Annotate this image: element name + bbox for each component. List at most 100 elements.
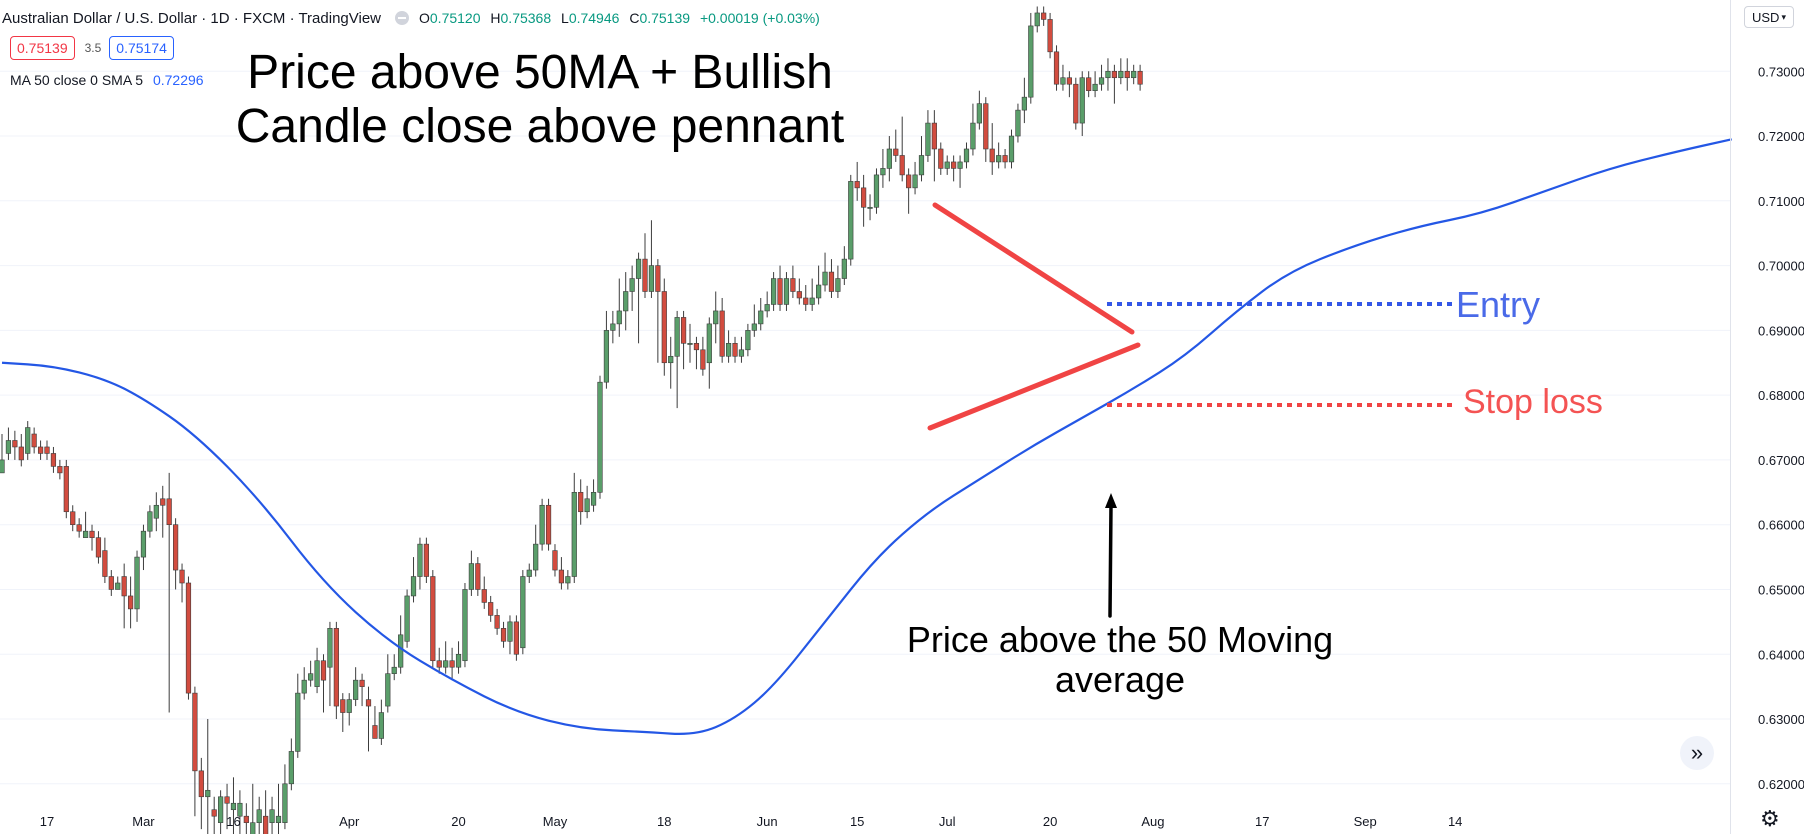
candle [1137, 64, 1143, 91]
candle [500, 621, 507, 648]
candle [417, 537, 423, 590]
candle [963, 142, 970, 169]
candle [488, 595, 494, 622]
symbol-title[interactable]: Australian Dollar / U.S. Dollar · 1D · F… [2, 9, 381, 27]
candle [790, 265, 796, 298]
candle [777, 265, 783, 311]
ma-note-line-1: Price above the 50 Moving [906, 619, 1334, 660]
candle [590, 479, 597, 512]
market-status-icon[interactable] [395, 11, 409, 25]
y-tick-label: 0.62000 [1758, 777, 1804, 792]
candle [185, 576, 192, 700]
candle [455, 641, 462, 674]
candle [250, 783, 256, 834]
candle [5, 427, 12, 460]
candle [173, 518, 179, 590]
candle [565, 570, 571, 590]
candle [758, 297, 764, 331]
buy-price-button[interactable]: 0.75174 [109, 36, 174, 60]
candle [70, 505, 76, 532]
candle [578, 479, 584, 525]
indicator-legend[interactable]: MA 50 close 0 SMA 5 0.72296 [10, 72, 204, 88]
candle [314, 647, 320, 694]
candle [481, 576, 487, 609]
x-tick-label: May [543, 814, 568, 829]
candle [1015, 103, 1021, 143]
gear-icon[interactable]: ⚙ [1760, 806, 1780, 831]
candle [1086, 71, 1092, 98]
spread-value: 3.5 [84, 41, 102, 55]
candle [783, 272, 790, 311]
candle [526, 563, 532, 583]
ohlc-close: 0.75139 [639, 10, 691, 26]
candle [951, 155, 957, 182]
candle [404, 589, 410, 648]
candle [899, 116, 905, 182]
chevron-down-icon: ▾ [1781, 11, 1786, 22]
candle [520, 570, 526, 655]
candle [134, 550, 140, 622]
x-tick-label: Jun [757, 814, 778, 829]
time-axis[interactable]: 17 Mar 16 Apr 20 May 18 Jun 15 Jul 20 Aug 17 Sep 14 [40, 814, 1463, 829]
candle [25, 421, 31, 460]
ohlc-change: +0.00019 (+0.03%) [699, 10, 820, 26]
ohlc-open: 0.75120 [429, 10, 481, 26]
candle [680, 310, 687, 370]
candle [282, 764, 288, 830]
candle [674, 310, 680, 409]
candle [192, 686, 198, 817]
price-axis[interactable]: 0.73000 0.72000 0.71000 0.70000 0.69000 0.680… [1758, 64, 1804, 792]
candle [410, 557, 417, 603]
candle [320, 654, 327, 713]
candle [1105, 58, 1111, 91]
candle [89, 524, 95, 551]
candle [18, 434, 24, 467]
candle [462, 582, 468, 668]
candle [327, 621, 333, 707]
title-annotation: Price above 50MA + Bullish Candle close … [190, 46, 890, 154]
candle [494, 608, 500, 635]
candle [1111, 64, 1117, 104]
candle [147, 505, 153, 538]
sell-price-button[interactable]: 0.75139 [10, 36, 75, 60]
candle [603, 310, 610, 389]
candle [12, 430, 18, 460]
pennant-drawing [927, 202, 1141, 431]
candle [539, 498, 545, 551]
candle [115, 576, 121, 590]
candle [745, 323, 751, 357]
x-tick-label: 17 [40, 814, 54, 829]
candle [1124, 58, 1130, 91]
candle [166, 472, 172, 713]
symbol-header: Australian Dollar / U.S. Dollar · 1D · F… [0, 6, 826, 30]
candle [1002, 148, 1008, 169]
candle [1047, 12, 1053, 59]
y-tick-label: 0.68000 [1758, 388, 1804, 403]
candle [854, 161, 860, 201]
candle [160, 485, 166, 538]
candle [430, 570, 436, 668]
double-chevron-right-icon[interactable]: » [1680, 736, 1714, 770]
candle [976, 90, 982, 130]
ohlc-values: O0.75120 H0.75368 L0.74946 C0.75139 +0.0… [419, 10, 826, 26]
candle [552, 544, 558, 577]
candle [533, 524, 539, 577]
candle [809, 278, 815, 311]
candle [449, 647, 455, 681]
candle [179, 563, 185, 603]
currency-label: USD [1752, 9, 1780, 25]
candle [912, 161, 918, 195]
candle [751, 304, 757, 337]
x-tick-label: Mar [132, 814, 155, 829]
candle [989, 123, 995, 175]
candle [693, 336, 700, 370]
candle [153, 492, 159, 532]
candle [803, 285, 809, 311]
candle [687, 323, 693, 363]
candle [828, 259, 835, 298]
candle [468, 550, 474, 596]
candle [423, 537, 429, 583]
indicator-value: 0.72296 [152, 72, 204, 88]
currency-selector[interactable]: USD ▾ [1744, 6, 1794, 28]
